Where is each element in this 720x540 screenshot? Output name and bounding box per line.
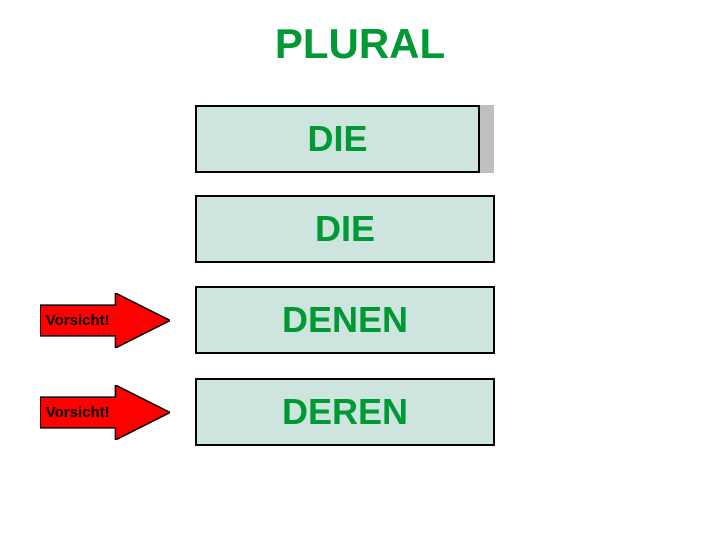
page-title: PLURAL bbox=[0, 20, 720, 68]
word-box-1: DIE bbox=[195, 195, 495, 263]
word-box-0: DIE bbox=[195, 105, 480, 173]
warning-arrow-1: Vorsicht! bbox=[40, 385, 170, 440]
warning-arrow-0-label: Vorsicht! bbox=[40, 293, 115, 348]
word-box-3: DEREN bbox=[195, 378, 495, 446]
word-box-3-text: DEREN bbox=[282, 391, 408, 433]
warning-arrow-1-label: Vorsicht! bbox=[40, 385, 115, 440]
stage: PLURAL DIE DIE DENEN DEREN Vorsicht! Vor… bbox=[0, 0, 720, 540]
word-box-1-text: DIE bbox=[315, 208, 375, 250]
word-box-2: DENEN bbox=[195, 286, 495, 354]
warning-arrow-0: Vorsicht! bbox=[40, 293, 170, 348]
word-box-2-text: DENEN bbox=[282, 299, 408, 341]
word-box-0-text: DIE bbox=[307, 118, 367, 160]
